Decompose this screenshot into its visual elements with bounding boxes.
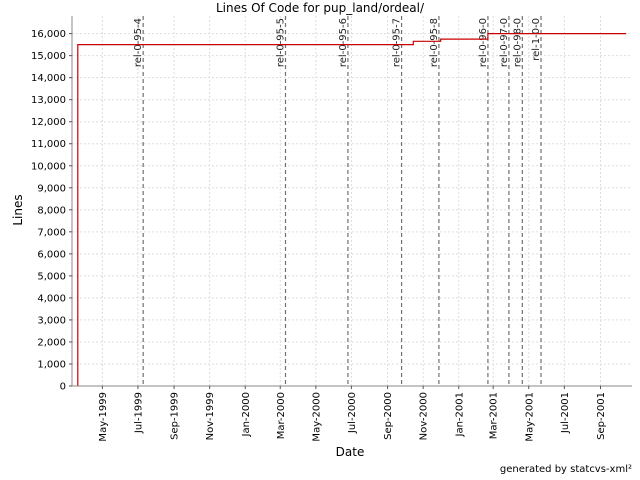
y-tick-label: 8,000	[37, 205, 66, 216]
y-tick-label: 5,000	[37, 271, 66, 282]
y-tick-label: 16,000	[31, 29, 66, 40]
footer-credit: generated by statcvs-xml²	[499, 464, 632, 475]
annotation-label: rel-0-98-0	[512, 18, 523, 67]
x-tick-label: May-2000	[311, 392, 322, 442]
annotation-label: rel-0-95-4	[133, 18, 144, 67]
y-axis-label: Lines	[11, 194, 25, 225]
x-tick-label: Mar-2001	[489, 392, 500, 439]
series-line	[77, 32, 627, 386]
y-tick-label: 15,000	[31, 51, 66, 62]
x-tick-label: Sep-2001	[596, 392, 607, 440]
x-tick-label: May-1999	[98, 392, 109, 442]
x-tick-label: Nov-2000	[419, 392, 430, 440]
y-tick-label: 4,000	[37, 293, 66, 304]
y-tick-label: 0	[60, 382, 66, 393]
y-tick-label: 12,000	[31, 117, 66, 128]
x-tick-label: Sep-1999	[170, 392, 181, 440]
axes	[71, 16, 632, 387]
x-tick-label: Jan-2001	[454, 392, 465, 437]
x-tick-label: Sep-2000	[383, 392, 394, 440]
x-tick-label: Jul-2000	[347, 392, 358, 434]
x-axis-label: Date	[336, 445, 365, 459]
y-tick-label: 14,000	[31, 73, 66, 84]
y-tick-label: 9,000	[37, 183, 66, 194]
y-tick-label: 2,000	[37, 337, 66, 348]
y-tick-label: 10,000	[31, 161, 66, 172]
x-axis-ticks: May-1999 Jul-1999 Sep-1999 Nov-1999 Jan-2000…	[98, 386, 607, 442]
x-tick-label: May-2001	[524, 392, 535, 442]
annotation-label: rel-0-95-7	[392, 18, 403, 67]
annotation-label: rel-0-95-6	[338, 18, 349, 67]
annotation-label: rel-1-0-0	[531, 18, 542, 61]
y-tick-label: 6,000	[37, 249, 66, 260]
x-tick-label: Jan-2000	[241, 392, 252, 437]
y-tick-label: 7,000	[37, 227, 66, 238]
y-tick-label: 1,000	[37, 359, 66, 370]
y-tick-label: 3,000	[37, 315, 66, 326]
series-layer	[77, 32, 627, 386]
y-tick-label: 11,000	[31, 139, 66, 150]
chart-title: Lines Of Code for pup_land/ordeal/	[216, 1, 425, 15]
x-tick-label: Jul-2001	[560, 392, 571, 434]
annotation-label: rel-0-97-0	[499, 18, 510, 67]
y-axis-ticks: 0 1,000 2,000 3,000 4,000 5,000 6,000 7,000 8,00…	[31, 29, 72, 393]
x-tick-label: Nov-1999	[205, 392, 216, 440]
x-tick-label: Mar-2000	[276, 392, 287, 439]
annotation-label: rel-0-95-8	[429, 18, 440, 67]
x-tick-label: Jul-1999	[133, 392, 144, 434]
release-annotations: rel-0-95-4 rel-0-95-5 rel-0-95-6 rel-0-95-7…	[133, 16, 542, 386]
y-tick-label: 13,000	[31, 95, 66, 106]
annotation-label: rel-0-95-5	[276, 18, 287, 67]
grid-lines	[72, 16, 632, 387]
annotation-label: rel-0-96-0	[478, 18, 489, 67]
